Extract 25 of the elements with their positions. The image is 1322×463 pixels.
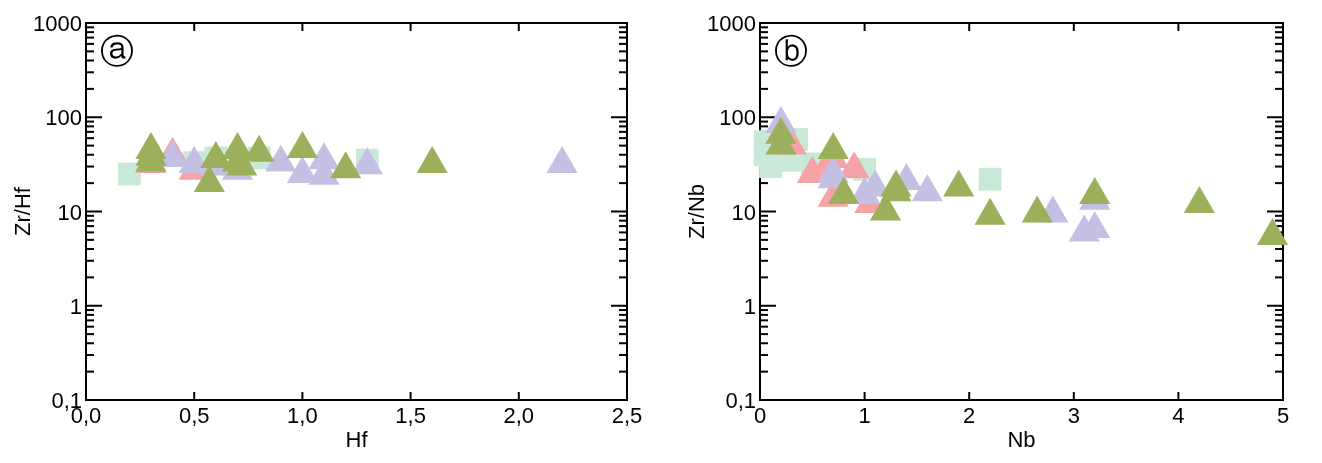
x-tick-label: 3	[1067, 403, 1080, 428]
x-tick-label: 2,5	[611, 403, 643, 428]
x-tick-label: 1,5	[395, 403, 426, 428]
x-tick-label: 1	[858, 403, 871, 428]
x-tick-label: 0,5	[178, 403, 210, 428]
x-tick-label: 2,0	[503, 403, 535, 428]
annotation: ⓑ	[774, 32, 808, 70]
x-axis-title: Hf	[345, 427, 369, 452]
y-tick-label: 1000	[33, 11, 82, 36]
y-tick-label: 100	[719, 105, 756, 131]
y-tick-label: 0,1	[725, 388, 756, 413]
y-axis-title: Zr/Nb	[684, 184, 709, 239]
x-axis-title: Nb	[1007, 427, 1036, 452]
y-tick-label: 1000	[707, 11, 756, 36]
x-tick-label: 5	[1276, 403, 1290, 428]
y-tick-label: 1	[69, 293, 82, 319]
y-axis-title: Zr/Hf	[10, 186, 35, 236]
y-tick-label: 1	[743, 293, 756, 319]
y-tick-label: 10	[57, 199, 82, 225]
x-tick-label: 2	[963, 403, 976, 428]
x-tick-label: 4	[1172, 403, 1185, 428]
x-tick-label: 1,0	[287, 403, 318, 428]
annotation: ⓐ	[100, 32, 134, 70]
y-tick-label: 100	[45, 105, 82, 131]
y-tick-label: 10	[731, 199, 756, 225]
